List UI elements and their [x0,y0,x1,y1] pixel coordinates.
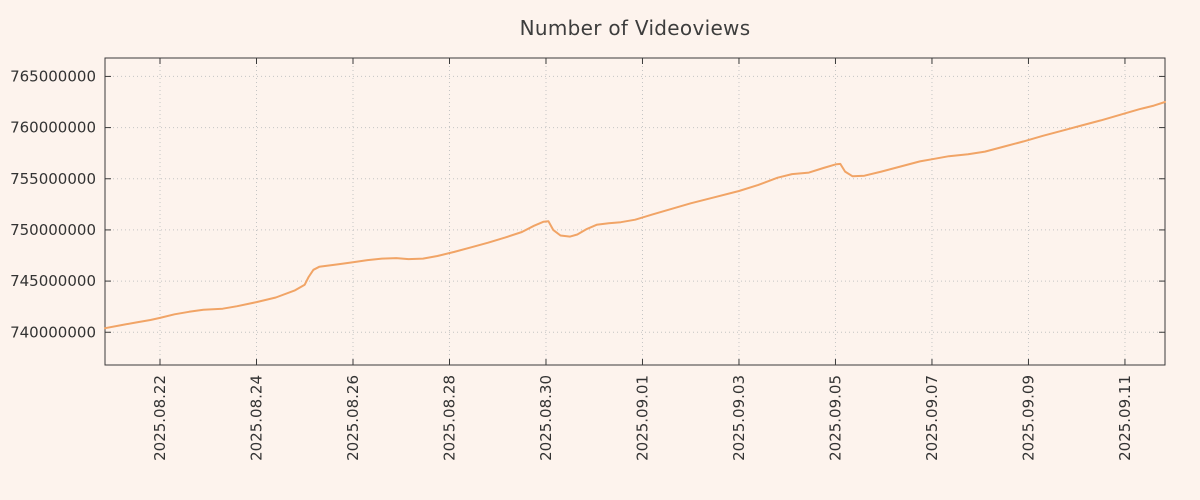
y-tick-label: 750000000 [10,221,96,239]
x-tick-label: 2025.09.03 [730,375,748,461]
y-tick-label: 760000000 [10,119,96,137]
x-tick-label: 2025.08.30 [537,375,555,461]
x-tick-label: 2025.08.26 [344,375,362,461]
x-tick-label: 2025.08.22 [151,375,169,461]
videoviews-line [104,101,1166,330]
chart-title: Number of Videoviews [519,16,751,40]
plot-border [104,57,1166,366]
y-tick-label: 765000000 [10,67,96,85]
x-tick-label: 2025.09.11 [1116,375,1134,461]
x-tick-label: 2025.08.28 [440,375,458,461]
x-tick-label: 2025.09.07 [923,375,941,461]
x-tick-label: 2025.09.09 [1019,375,1037,461]
x-tick-label: 2025.09.01 [633,375,651,461]
x-tick-label: 2025.08.24 [247,375,265,461]
y-tick-label: 755000000 [10,170,96,188]
y-tick-label: 740000000 [10,323,96,341]
x-tick-label: 2025.09.05 [826,375,844,461]
y-tick-label: 745000000 [10,272,96,290]
